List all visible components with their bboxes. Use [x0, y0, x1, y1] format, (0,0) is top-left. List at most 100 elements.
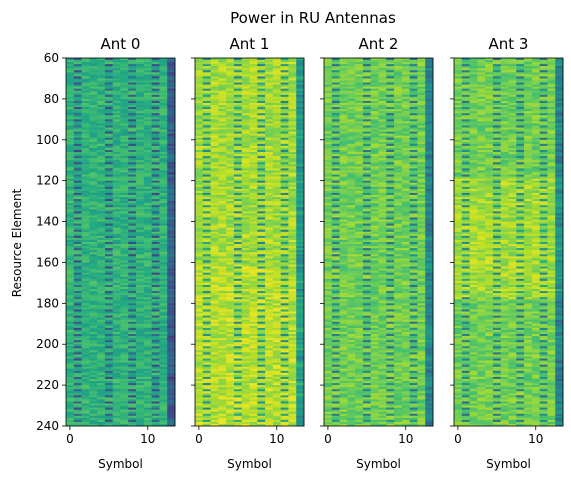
heat-cell	[257, 107, 266, 110]
heat-cell	[73, 246, 82, 249]
heat-cell	[218, 201, 227, 204]
heat-cell	[288, 315, 297, 319]
heat-cell	[151, 319, 160, 323]
heat-cell	[272, 209, 282, 212]
heat-cell	[151, 297, 160, 300]
heat-cell	[66, 68, 75, 71]
heat-cell	[112, 186, 121, 190]
heat-cell	[112, 205, 121, 208]
heat-cell	[233, 94, 243, 98]
heat-cell	[143, 147, 153, 151]
heat-cell	[159, 225, 168, 229]
heat-cell	[296, 399, 305, 402]
heat-cell	[112, 342, 121, 345]
heat-cell	[265, 64, 274, 67]
heat-cell	[66, 109, 75, 112]
heat-cell	[73, 327, 82, 331]
heat-cell	[66, 235, 75, 239]
heat-cell	[66, 229, 75, 233]
heat-cell	[159, 76, 168, 79]
heat-cell	[89, 117, 98, 120]
heat-cell	[120, 348, 129, 351]
heat-cell	[104, 178, 114, 182]
heat-cell	[288, 342, 297, 345]
heat-cell	[81, 174, 90, 177]
heat-cell	[128, 385, 137, 388]
heat-cell	[167, 133, 176, 137]
heat-cell	[210, 145, 219, 149]
heat-cell	[288, 92, 297, 96]
heat-cell	[202, 284, 211, 288]
heat-cell	[249, 381, 258, 384]
heat-cell	[120, 315, 129, 319]
heat-cell	[112, 336, 121, 339]
heat-cell	[265, 260, 274, 263]
heat-cell	[151, 154, 160, 157]
heat-cell	[151, 258, 160, 261]
heat-cell	[120, 117, 129, 120]
heat-cell	[195, 305, 204, 308]
heat-cell	[73, 217, 82, 220]
heat-cell	[249, 346, 258, 349]
heat-cell	[241, 94, 250, 98]
heat-cell	[280, 381, 289, 384]
heat-cell	[89, 405, 98, 408]
heat-cell	[202, 62, 211, 65]
heat-cell	[120, 356, 129, 359]
heat-cell	[89, 252, 98, 255]
heat-cell	[210, 274, 219, 278]
heat-cell	[136, 121, 145, 124]
heat-cell	[280, 327, 289, 331]
heat-cell	[288, 176, 297, 180]
heat-cell	[159, 313, 168, 316]
heat-cell	[159, 217, 168, 220]
heat-cell	[288, 356, 297, 359]
heat-cell	[66, 100, 75, 104]
heat-cell	[249, 74, 258, 77]
heat-cell	[210, 117, 219, 120]
heat-cell	[120, 113, 129, 116]
heat-cell	[66, 152, 75, 155]
heat-cell	[210, 147, 219, 151]
heat-cell	[195, 192, 204, 196]
heat-cell	[296, 199, 305, 202]
heat-cell	[280, 395, 289, 398]
heat-cell	[167, 417, 176, 421]
heat-cell	[241, 278, 250, 282]
heat-cell	[296, 411, 305, 415]
heat-cell	[159, 366, 168, 370]
heat-cell	[104, 88, 114, 92]
heat-cell	[112, 376, 121, 380]
heat-cell	[81, 70, 90, 73]
heat-cell	[104, 246, 114, 249]
heat-cell	[296, 135, 305, 139]
heat-cell	[120, 92, 129, 96]
heat-cell	[73, 203, 82, 206]
heat-cell	[233, 325, 243, 329]
heat-cell	[73, 395, 82, 398]
heat-cell	[272, 262, 282, 265]
heat-cell	[265, 387, 274, 390]
heat-cell	[120, 190, 129, 194]
heat-cell	[167, 150, 176, 153]
heat-cell	[288, 268, 297, 272]
heat-cell	[167, 90, 176, 94]
heat-cell	[195, 250, 204, 253]
heat-cell	[202, 105, 211, 108]
heat-cell	[89, 372, 98, 376]
heat-cell	[202, 389, 211, 392]
heat-cell	[151, 160, 160, 163]
heat-cell	[151, 66, 160, 69]
heat-cell	[249, 174, 258, 177]
heat-cell	[202, 248, 211, 251]
heat-cell	[218, 278, 227, 282]
heat-cell	[257, 239, 266, 243]
heat-cell	[210, 409, 219, 413]
heat-cell	[265, 62, 274, 65]
heat-cell	[249, 184, 258, 188]
heat-cell	[167, 72, 176, 75]
heat-cell	[257, 340, 266, 343]
heat-cell	[151, 207, 160, 210]
heat-cell	[97, 409, 106, 413]
heat-cell	[151, 117, 160, 120]
